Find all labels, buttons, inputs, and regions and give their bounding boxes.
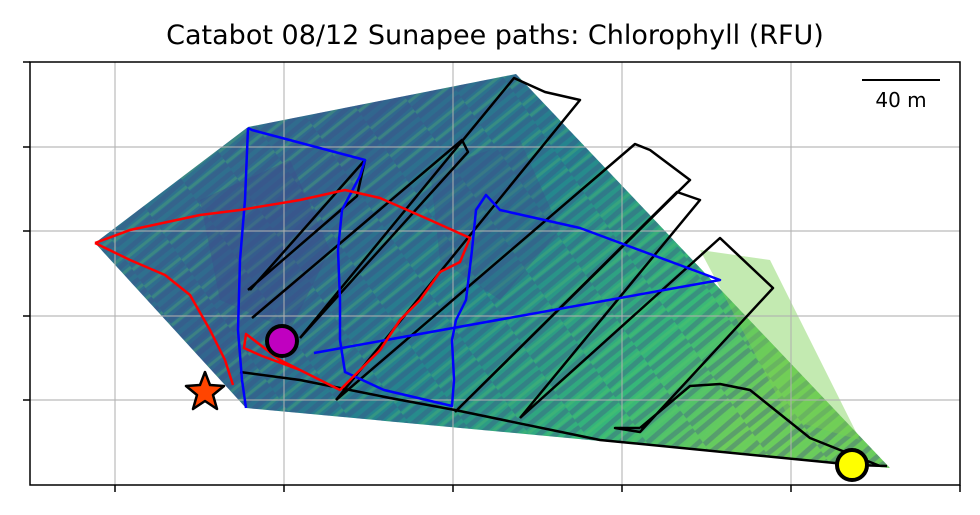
paths xyxy=(94,76,888,468)
grid xyxy=(30,62,960,485)
yellow-circle xyxy=(835,448,869,482)
black-path xyxy=(239,76,888,468)
blue-path xyxy=(236,126,722,409)
chlorophyll-surface xyxy=(95,74,890,468)
axis-ticks xyxy=(23,61,961,492)
red-path xyxy=(94,188,472,392)
orange-star xyxy=(184,370,226,411)
magenta-circle xyxy=(265,324,299,358)
plot-frame xyxy=(29,61,961,486)
chlorophyll-hull-texture xyxy=(95,74,890,468)
scale-bar-label: 40 m xyxy=(875,88,926,112)
chlorophyll-dark-patch-2 xyxy=(430,140,560,300)
chlorophyll-light-patch xyxy=(700,250,860,440)
chart-title: Catabot 08/12 Sunapee paths: Chlorophyll… xyxy=(166,20,824,51)
plot-area: 40 m xyxy=(23,61,961,492)
chlorophyll-dark-patch xyxy=(200,160,330,330)
